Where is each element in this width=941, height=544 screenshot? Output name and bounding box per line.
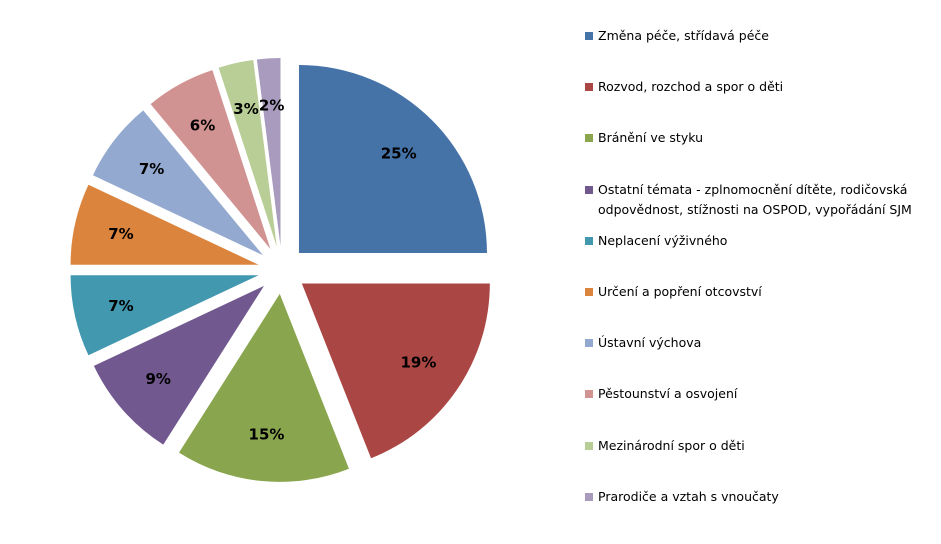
legend-item: Pěstounství a osvojení — [585, 384, 935, 435]
legend-item: Bránění ve styku — [585, 128, 935, 179]
legend-item: Změna péče, střídavá péče — [585, 26, 935, 77]
legend-label: Prarodiče a vztah s vnoučaty — [598, 488, 779, 504]
legend-label: Bránění ve styku — [598, 130, 704, 146]
legend-item: Neplacení výživného — [585, 231, 935, 282]
legend-item: Prarodiče a vztah s vnoučaty — [585, 487, 935, 538]
legend-label: Neplacení výživného — [598, 232, 728, 248]
slice-value-label: 15% — [249, 425, 285, 443]
legend-label: Rozvod, rozchod a spor o děti — [598, 79, 784, 95]
chart-legend: Změna péče, střídavá péče Rozvod, rozchod… — [585, 26, 935, 538]
legend-label: Mezinárodní spor o děti — [598, 437, 745, 453]
pie-slice-6 — [92, 110, 264, 256]
slice-value-label: 25% — [381, 144, 417, 162]
legend-label: Pěstounství a osvojení — [598, 386, 738, 402]
legend-item: Určení a popření otcovství — [585, 282, 935, 333]
pie-slice-2 — [179, 293, 349, 482]
legend-label: Určení a popření otcovství — [598, 283, 762, 299]
pie-slice-9 — [256, 58, 281, 247]
legend-item: Rozvod, rozchod a spor o děti — [585, 77, 935, 128]
slice-value-label: 6% — [190, 116, 215, 134]
slice-value-label: 7% — [108, 225, 133, 243]
pie-slice-3 — [93, 285, 264, 445]
slice-value-label: 7% — [139, 160, 164, 178]
legend-label: Ústavní výchova — [598, 335, 702, 351]
slice-value-label: 9% — [145, 370, 170, 388]
pie-slice-7 — [150, 70, 271, 249]
legend-swatch — [585, 134, 593, 143]
legend-swatch — [585, 185, 593, 194]
legend-label: Změna péče, střídavá péče — [598, 28, 769, 43]
slice-value-label: 19% — [401, 354, 437, 372]
legend-swatch — [585, 287, 593, 296]
pie-slice-0 — [298, 65, 487, 254]
pie-slice-8 — [218, 60, 277, 247]
legend-item: Ostatní témata - zplnomocnění dítěte, ro… — [585, 180, 935, 231]
slice-value-label: 2% — [259, 96, 284, 114]
legend-swatch — [585, 236, 593, 245]
legend-item: Mezinárodní spor o děti — [585, 436, 935, 487]
slice-value-label: 3% — [233, 100, 258, 118]
legend-swatch — [585, 441, 593, 450]
legend-label: Ostatní témata - zplnomocnění dítěte, ro… — [598, 181, 912, 217]
legend-swatch — [585, 339, 593, 348]
legend-swatch — [585, 32, 593, 40]
legend-swatch — [585, 83, 593, 92]
legend-swatch — [585, 390, 593, 399]
pie-slice-4 — [70, 275, 259, 356]
legend-swatch — [585, 492, 593, 501]
legend-item: Ústavní výchova — [585, 333, 935, 384]
slice-value-label: 7% — [108, 297, 133, 315]
pie-slice-5 — [70, 184, 259, 265]
pie-slice-1 — [301, 283, 490, 459]
